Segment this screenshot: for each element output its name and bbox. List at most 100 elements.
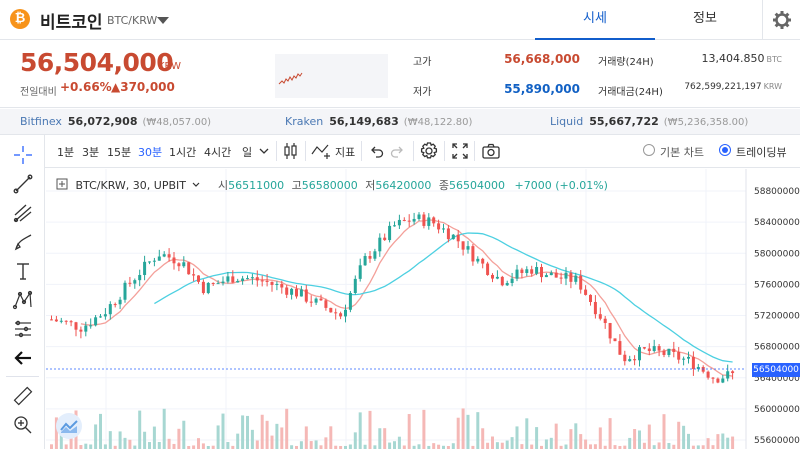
basic-chart-label[interactable]: 기본 차트: [660, 146, 704, 159]
volume-bar: [344, 445, 347, 449]
volume-bar: [197, 438, 200, 449]
fullscreen-icon[interactable]: [451, 142, 469, 160]
candle: [682, 358, 686, 360]
tradingview-label[interactable]: 트레이딩뷰: [736, 146, 787, 159]
legend-chevron-icon[interactable]: [192, 182, 200, 188]
candle: [677, 351, 681, 360]
interval-15m[interactable]: 15분: [107, 146, 132, 159]
volume-bar: [638, 430, 641, 449]
candle: [89, 325, 93, 327]
volume-bar: [162, 408, 166, 449]
pattern-icon[interactable]: [12, 289, 34, 311]
volume-bar: [299, 441, 303, 449]
trend-line-icon[interactable]: [12, 173, 34, 195]
chart-settings-gear-icon[interactable]: [419, 141, 439, 161]
candlestick-chart-svg[interactable]: 58800000 58400000 58000000 57600000 57200000…: [46, 169, 800, 449]
candle: [290, 288, 294, 295]
moving-average-short-line: [80, 219, 733, 377]
candle: [432, 217, 436, 224]
volume-bar: [397, 436, 401, 449]
volume-bar: [525, 418, 529, 449]
high-value: 56,668,000: [504, 52, 580, 66]
candle: [657, 346, 661, 351]
candle: [593, 301, 597, 315]
expand-legend-icon[interactable]: [56, 178, 68, 190]
tab-market[interactable]: 시세: [535, 0, 655, 40]
volume-bar: [579, 434, 583, 449]
legend-low-key: 저: [365, 179, 376, 192]
legend-symbol[interactable]: BTC/KRW, 30, UPBIT: [75, 179, 186, 192]
candle: [574, 275, 578, 282]
volume-bar: [500, 442, 504, 449]
y-tick-label: 58000000: [754, 249, 800, 259]
candle: [368, 256, 372, 259]
crosshair-icon[interactable]: [12, 144, 34, 166]
candle-style-icon[interactable]: [283, 142, 299, 160]
candle: [442, 228, 445, 230]
legend-change: +7000 (+0.01%): [514, 179, 608, 192]
volume-bar: [103, 444, 107, 449]
basic-chart-radio[interactable]: [643, 144, 655, 156]
undo-icon[interactable]: [368, 143, 384, 159]
candle: [647, 348, 651, 352]
text-tool-icon[interactable]: [12, 260, 34, 282]
zoom-icon[interactable]: [12, 414, 34, 436]
volume-bar: [515, 426, 519, 449]
y-tick-label: 58400000: [754, 218, 800, 228]
measure-ruler-icon[interactable]: [12, 318, 34, 340]
interval-30m[interactable]: 30분: [138, 146, 163, 159]
candle: [353, 278, 357, 293]
candle: [201, 281, 205, 294]
volume-bar: [687, 433, 690, 449]
candle: [584, 289, 588, 295]
tradingview-logo-icon[interactable]: [56, 413, 82, 439]
volume-bar: [363, 444, 367, 449]
candle: [466, 246, 470, 250]
volume-bar: [574, 423, 578, 449]
price-chart[interactable]: 58800000 58400000 58000000 57600000 57200000…: [46, 169, 800, 449]
toolbar-divider: [474, 141, 475, 161]
candle: [172, 257, 176, 264]
indicators-icon[interactable]: [311, 142, 333, 160]
interval-day[interactable]: 일: [242, 146, 253, 159]
volume-bar: [726, 437, 730, 449]
coin-select-caret-icon[interactable]: [157, 17, 169, 24]
volume-bar: [182, 420, 186, 449]
volume-bar: [324, 437, 328, 449]
volume-bar: [584, 439, 588, 449]
pitchfork-icon[interactable]: [12, 202, 34, 224]
ruler-icon[interactable]: [12, 385, 34, 407]
settings-button[interactable]: [762, 0, 800, 40]
volume-bar: [696, 445, 700, 449]
candle: [177, 263, 181, 267]
brush-icon[interactable]: [12, 231, 34, 253]
volume-bar: [368, 410, 372, 449]
back-arrow-icon[interactable]: [12, 347, 34, 369]
volume-bar: [437, 444, 441, 449]
volume-bar: [373, 445, 377, 449]
interval-1m[interactable]: 1분: [57, 146, 75, 159]
candle: [696, 367, 700, 369]
interval-1h[interactable]: 1시간: [169, 146, 197, 159]
legend-high-key: 고: [291, 179, 302, 192]
y-tick-label: 56000000: [754, 405, 800, 415]
interval-dropdown-chevron-icon[interactable]: [259, 147, 269, 155]
volume-bar: [544, 439, 548, 449]
redo-icon[interactable]: [390, 143, 406, 159]
interval-3m[interactable]: 3분: [82, 146, 100, 159]
volume-bar: [133, 445, 137, 449]
volume-bar: [647, 424, 651, 449]
candle: [358, 265, 362, 279]
candle: [451, 234, 455, 240]
tradingview-radio[interactable]: [719, 144, 731, 156]
volume-bar: [295, 445, 298, 449]
tab-info[interactable]: 정보: [693, 11, 717, 26]
volume-bar: [348, 444, 352, 449]
interval-4h[interactable]: 4시간: [204, 146, 232, 159]
camera-icon[interactable]: [481, 142, 501, 160]
indicators-button[interactable]: 지표: [335, 146, 356, 159]
exchange-liquid: Liquid 55,667,722 (₩5,236,358.00): [550, 115, 749, 128]
volume-bar: [432, 443, 436, 449]
volume-bar: [657, 442, 661, 449]
volume-bar: [701, 445, 705, 449]
